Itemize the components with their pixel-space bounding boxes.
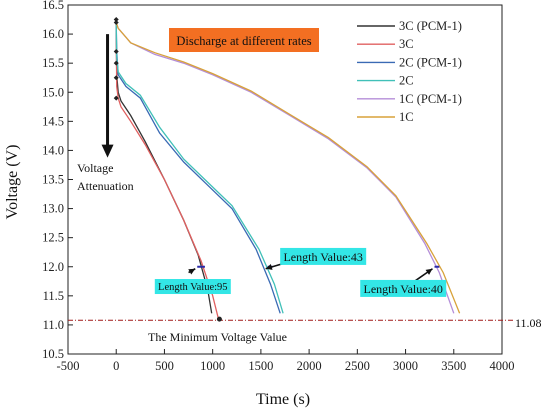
length-arrow-head-1 <box>188 268 196 275</box>
series-line-2 <box>115 25 220 320</box>
y-tick-label: 12.5 <box>42 231 64 245</box>
x-tick-label: 0 <box>113 359 119 373</box>
series-line-4 <box>115 22 284 314</box>
y-tick-label: 11.5 <box>43 289 64 303</box>
x-tick-label: 500 <box>155 359 174 373</box>
voltage-attenuation-line2: Attenuation <box>77 179 134 193</box>
legend-label-3: 2C (PCM-1) <box>399 55 462 69</box>
series-line-3 <box>115 22 281 314</box>
length-label-2: Length Value:43 <box>283 250 362 264</box>
length-label-box-3 <box>360 279 447 297</box>
length-label-1: Length Value:95 <box>158 282 228 293</box>
start-point-marker <box>113 60 119 66</box>
chart-title: Discharge at different rates <box>176 34 311 48</box>
x-tick-label: -500 <box>57 359 80 373</box>
start-point-marker <box>113 95 119 101</box>
legend-label-6: 1C <box>399 110 414 124</box>
y-tick-label: 15.5 <box>42 56 64 70</box>
x-axis-ticks: -500 0 500 1000 1500 2000 2500 3000 3500 4000 <box>57 349 515 373</box>
legend-label-2: 3C <box>399 37 414 51</box>
y-tick-label: 11.0 <box>43 318 64 332</box>
legend-label-5: 1C (PCM-1) <box>399 92 462 106</box>
length-label-box-1 <box>154 279 231 295</box>
min-voltage-label: The Minimum Voltage Value <box>148 330 287 344</box>
x-tick-label: 1000 <box>200 359 225 373</box>
y-tick-label: 14.0 <box>42 143 64 157</box>
start-point-marker <box>113 75 119 81</box>
y-tick-label: 15.0 <box>42 85 64 99</box>
x-tick-label: 3000 <box>393 359 418 373</box>
y-tick-label: 16.0 <box>42 27 64 41</box>
y-axis-ticks: 10.5 11.0 11.5 12.0 12.5 13.0 13.5 14.0 14.5 15.0… <box>42 0 73 361</box>
y-tick-label: 10.5 <box>42 347 64 361</box>
y-axis-title: Voltage (V) <box>4 145 21 220</box>
length-label-box-2 <box>280 247 367 265</box>
end-point-marker <box>216 316 222 322</box>
legend-label-4: 2C <box>399 74 414 88</box>
y-tick-label: 16.5 <box>42 0 64 12</box>
y-tick-label: 13.5 <box>42 173 64 187</box>
voltage-attenuation-line1: Voltage <box>77 161 113 175</box>
start-point-marker <box>113 49 119 55</box>
start-point-marker <box>113 19 119 25</box>
x-tick-label: 3500 <box>441 359 466 373</box>
length-arrow-head-2 <box>265 264 273 270</box>
x-axis-title: Time (s) <box>256 391 310 408</box>
chart-title-box <box>169 28 319 52</box>
x-tick-label: 2000 <box>297 359 322 373</box>
min-voltage-value: 11.08 <box>515 316 542 330</box>
x-tick-label: 4000 <box>490 359 515 373</box>
annotations-layer: Length Value:95 Length Value:43 Length Val… <box>68 17 514 322</box>
series-line-6 <box>115 22 461 314</box>
x-tick-label: 2500 <box>345 359 370 373</box>
length-label-3: Length Value:40 <box>364 282 443 296</box>
length-arrow-head-3 <box>425 268 433 275</box>
legend-label-1: 3C (PCM-1) <box>399 19 462 33</box>
start-point-marker <box>113 17 119 23</box>
series-line-1 <box>115 22 213 314</box>
attenuation-arrow-head <box>101 144 114 158</box>
legend: 3C (PCM-1) 3C 2C (PCM-1) 2C 1C (PCM-1) 1C <box>357 19 462 124</box>
y-tick-label: 14.5 <box>42 114 64 128</box>
x-tick-label: 1500 <box>248 359 273 373</box>
y-tick-label: 13.0 <box>42 202 64 216</box>
y-tick-label: 12.0 <box>42 260 64 274</box>
